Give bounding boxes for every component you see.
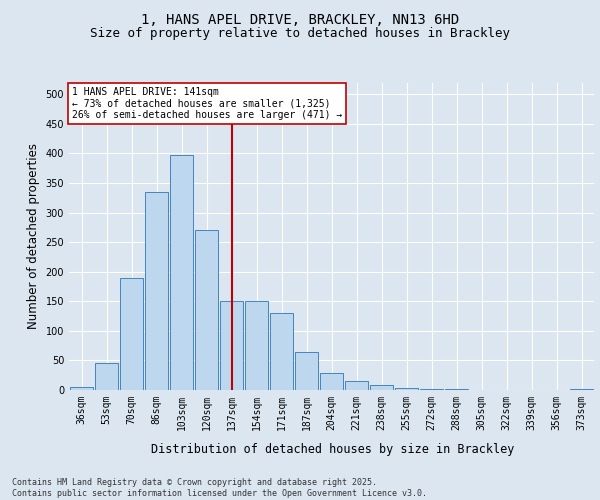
Bar <box>345 381 368 390</box>
Text: Distribution of detached houses by size in Brackley: Distribution of detached houses by size … <box>151 442 515 456</box>
Bar <box>220 302 243 390</box>
Text: Size of property relative to detached houses in Brackley: Size of property relative to detached ho… <box>90 28 510 40</box>
Bar <box>170 154 193 390</box>
Text: 1, HANS APEL DRIVE, BRACKLEY, NN13 6HD: 1, HANS APEL DRIVE, BRACKLEY, NN13 6HD <box>141 12 459 26</box>
Bar <box>270 313 293 390</box>
Bar <box>70 387 93 390</box>
Bar <box>295 352 318 390</box>
Bar <box>195 230 218 390</box>
Bar <box>395 388 418 390</box>
Text: Contains HM Land Registry data © Crown copyright and database right 2025.
Contai: Contains HM Land Registry data © Crown c… <box>12 478 427 498</box>
Bar <box>320 374 343 390</box>
Bar <box>570 389 593 390</box>
Y-axis label: Number of detached properties: Number of detached properties <box>27 143 40 329</box>
Bar <box>420 389 443 390</box>
Bar <box>245 302 268 390</box>
Bar <box>95 364 118 390</box>
Text: 1 HANS APEL DRIVE: 141sqm
← 73% of detached houses are smaller (1,325)
26% of se: 1 HANS APEL DRIVE: 141sqm ← 73% of detac… <box>71 87 342 120</box>
Bar <box>145 192 168 390</box>
Bar <box>120 278 143 390</box>
Bar <box>370 386 393 390</box>
